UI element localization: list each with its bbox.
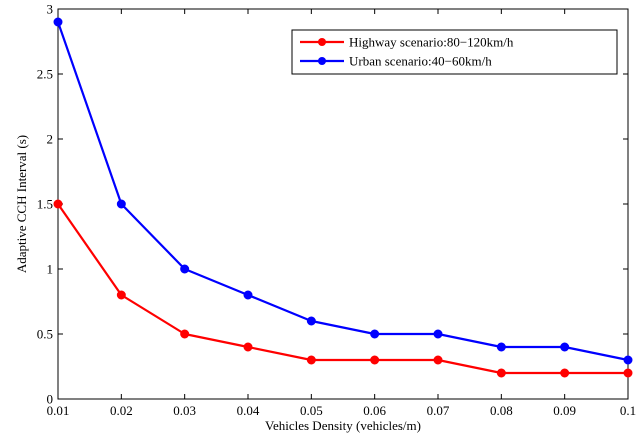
series-layer	[53, 17, 633, 378]
series-0	[53, 199, 633, 378]
data-point	[306, 316, 316, 326]
data-point	[433, 355, 443, 365]
series-1	[53, 17, 633, 365]
axis-ticks	[57, 8, 629, 400]
y-tick-label: 1	[47, 262, 54, 277]
y-tick-label: 1.5	[37, 197, 53, 212]
y-tick-label: 0	[47, 392, 54, 407]
y-tick-label: 3	[47, 2, 54, 17]
legend-entries: Highway scenario:80−120km/h Urban scenari…	[300, 35, 514, 69]
data-point	[370, 329, 380, 339]
legend-label: Highway scenario:80−120km/h	[349, 35, 514, 50]
data-point	[370, 355, 380, 365]
y-axis-label: Adaptive CCH Interval (s)	[14, 135, 29, 273]
data-point	[560, 342, 570, 352]
y-tick-label: 2	[47, 132, 54, 147]
legend: Highway scenario:80−120km/h Urban scenari…	[291, 29, 618, 75]
x-axis-label: Vehicles Density (vehicles/m)	[265, 418, 421, 433]
legend-box	[291, 29, 618, 75]
x-tick-label: 0.01	[47, 403, 70, 418]
data-point	[496, 342, 506, 352]
data-point	[116, 199, 126, 209]
data-point	[180, 329, 190, 339]
x-tick-label: 0.06	[363, 403, 386, 418]
legend-swatch-marker	[318, 38, 326, 46]
series-line	[57, 203, 628, 375]
x-tick-label: 0.02	[110, 403, 133, 418]
data-point	[243, 290, 253, 300]
tick-labels: 0.01 0.02 0.03 0.04 0.05 0.06 0.07 0.08 0.09 0.1 0…	[37, 2, 636, 419]
series-line	[56, 21, 629, 362]
x-tick-label: 0.09	[553, 403, 576, 418]
x-tick-label: 0.05	[300, 403, 323, 418]
data-point	[306, 355, 316, 365]
x-tick-label: 0.04	[237, 403, 260, 418]
data-point	[180, 264, 190, 274]
x-tick-label: 0.07	[427, 403, 450, 418]
data-point	[53, 199, 63, 209]
legend-swatch-marker	[318, 57, 326, 65]
data-point	[623, 368, 633, 378]
legend-entry: Urban scenario:40−60km/h	[300, 54, 492, 69]
data-point	[496, 368, 506, 378]
x-tick-label: 0.08	[490, 403, 513, 418]
data-point	[433, 329, 443, 339]
data-point	[560, 368, 570, 378]
data-point	[116, 290, 126, 300]
data-point	[53, 17, 63, 27]
data-point	[243, 342, 253, 352]
x-tick-label: 0.1	[620, 403, 636, 418]
y-tick-label: 0.5	[37, 327, 53, 342]
legend-entry: Highway scenario:80−120km/h	[300, 35, 514, 50]
y-tick-label: 2.5	[37, 67, 53, 82]
legend-label: Urban scenario:40−60km/h	[349, 54, 492, 69]
data-point	[623, 355, 633, 365]
x-tick-label: 0.03	[173, 403, 196, 418]
